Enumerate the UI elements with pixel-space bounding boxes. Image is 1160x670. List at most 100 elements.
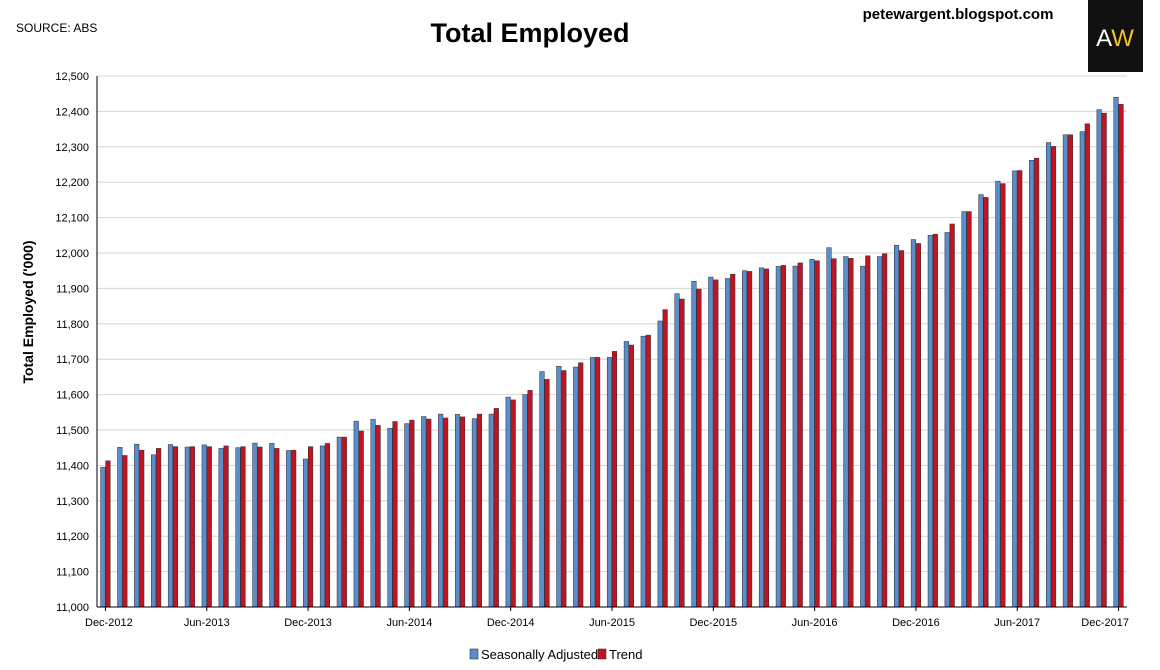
bar-seasonally-adjusted [235,447,241,608]
bar-seasonally-adjusted [471,418,477,608]
bar-seasonally-adjusted [218,448,224,608]
bar-seasonally-adjusted [606,357,613,608]
bar-seasonally-adjusted [725,278,731,608]
bar-trend [932,233,938,608]
bar-trend [747,271,753,608]
bar-trend [1000,183,1006,608]
aw-logo: AW [1088,0,1143,72]
y-tick-label: 12,400 [55,106,89,118]
bar-trend [595,357,601,608]
legend-seasonally-adjusted: Seasonally Adjusted [481,647,598,662]
bar-seasonally-adjusted [151,454,157,608]
bar-seasonally-adjusted [691,281,697,608]
bar-seasonally-adjusted [1045,142,1052,608]
legend-swatch-seasonally-adjusted [469,648,479,660]
bar-seasonally-adjusted [319,445,325,608]
bar-trend [780,265,786,608]
bar-seasonally-adjusted [640,335,646,608]
x-tick-label: Dec-2013 [284,617,332,629]
bar-trend [713,279,719,608]
axes: 11,000 11,100 11,200 11,300 11,400 11,500 11,6… [55,71,1129,629]
bar-trend [459,416,466,608]
bar-seasonally-adjusted [100,466,106,608]
bar-seasonally-adjusted [522,394,528,608]
y-tick-label: 11,400 [56,460,89,472]
bar-seasonally-adjusted [404,423,410,608]
bar-trend [156,448,162,608]
bar-seasonally-adjusted [1012,170,1018,608]
x-tick-label: Jun-2014 [386,617,432,629]
bar-trend [139,449,145,608]
bar-trend [763,268,770,608]
bar-trend [797,262,803,608]
bar-seasonally-adjusted [1113,96,1119,608]
bar-trend [308,446,314,608]
y-tick-label: 11,500 [56,425,89,437]
bar-trend [409,419,415,608]
y-tick-label: 11,100 [56,567,89,579]
bar-trend [375,425,381,608]
bar-seasonally-adjusted [792,265,798,608]
x-tick-label: Jun-2017 [994,617,1040,629]
bar-trend [696,288,702,608]
bar-seasonally-adjusted [336,436,342,608]
x-tick-label: Dec-2016 [892,617,940,629]
x-tick-label: Dec-2014 [487,617,535,629]
bar-trend [645,334,651,608]
bar-trend [578,362,584,608]
bar-trend [240,446,246,608]
bar-seasonally-adjusted [539,371,545,608]
bar-seasonally-adjusted [708,276,714,608]
legend: Seasonally Adjusted Trend [469,647,642,662]
source-label: SOURCE: ABS [16,21,97,35]
bar-trend [257,446,263,608]
bar-seasonally-adjusted [843,256,849,608]
bar-trend [341,436,347,608]
bar-trend [544,379,550,608]
y-tick-label: 11,200 [56,531,89,543]
bar-trend [493,408,499,608]
bar-seasonally-adjusted [657,320,663,608]
y-tick-label: 11,700 [56,354,89,366]
legend-trend: Trend [609,647,642,662]
y-tick-label: 12,300 [55,142,89,154]
bar-trend [1017,170,1023,608]
bar-seasonally-adjusted [454,414,461,608]
bar-seasonally-adjusted [269,443,275,608]
bar-trend [949,223,955,608]
bar-seasonally-adjusted [978,194,984,608]
bar-trend [848,258,854,608]
bar-seasonally-adjusted [758,267,765,608]
bar-trend [1084,123,1090,608]
bar-seasonally-adjusted [590,357,596,608]
bar-seasonally-adjusted [674,293,680,608]
bar-seasonally-adjusted [573,366,579,608]
y-tick-label: 11,800 [56,319,89,331]
bar-trend [1118,104,1124,608]
bar-seasonally-adjusted [505,396,511,608]
bar-trend [611,351,618,608]
bar-seasonally-adjusted [201,444,207,608]
bar-seasonally-adjusted [134,443,140,608]
bar-trend [1101,112,1107,608]
bar-seasonally-adjusted [961,211,967,608]
bar-seasonally-adjusted [1079,131,1085,608]
bar-trend [679,298,685,608]
bar-seasonally-adjusted [775,266,781,608]
bar-trend [291,449,297,608]
bar-trend [172,446,179,608]
x-tick-label: Dec-2015 [689,617,737,629]
y-axis-label: Total Employed ('000) [20,240,36,383]
bar-trend [105,460,111,608]
bar-seasonally-adjusted [927,235,933,608]
bar-trend [915,243,921,608]
x-tick-label: Dec-2017 [1081,617,1129,629]
bar-trend [628,344,634,608]
bar-seasonally-adjusted [488,413,494,608]
bar-seasonally-adjusted [623,341,629,608]
bar-seasonally-adjusted [387,427,393,608]
bar-seasonally-adjusted [421,416,427,608]
bar-seasonally-adjusted [184,446,190,608]
bar-trend [730,273,736,608]
